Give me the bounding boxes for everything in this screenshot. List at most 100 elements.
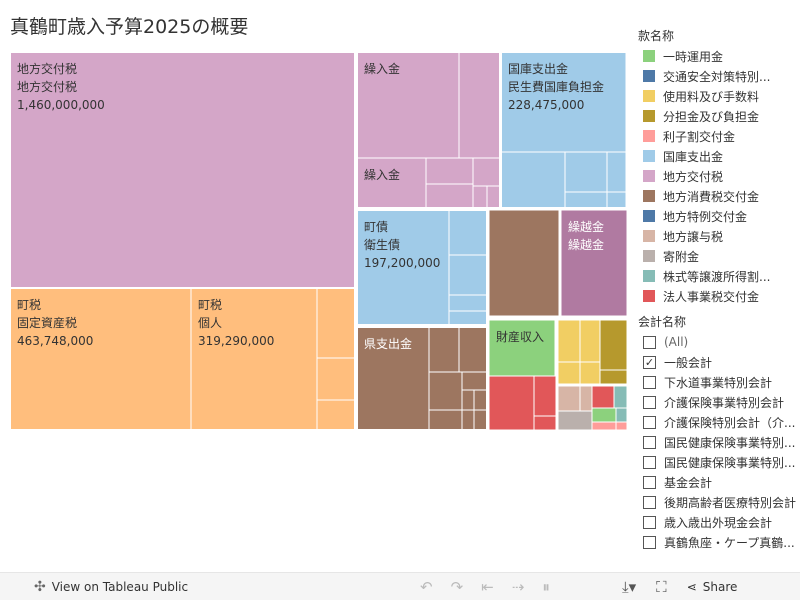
treemap-subcell-34[interactable] [579,361,601,385]
legend-item[interactable]: 一時運用金 [638,46,800,66]
undo-icon[interactable]: ↶ [420,577,433,596]
treemap-subcell-29[interactable] [533,375,557,417]
legend-item[interactable]: 寄附金 [638,246,800,266]
account-filter[interactable]: (All) ✓ 一般会計 下水道事業特別会計 介護保険事業特別会計 介護保険特別会計（介.… [638,332,800,552]
filter-item[interactable]: 基金会計 [638,472,800,492]
treemap-subcell-1[interactable] [316,357,356,401]
treemap-chart[interactable]: 地方交付税地方交付税1,460,000,000町税固定資産税463,748,00… [0,0,630,432]
treemap-subcell-44[interactable] [591,421,617,431]
filter-checkbox[interactable] [643,435,656,449]
treemap-subcell-2[interactable] [316,399,356,431]
legend-item[interactable]: 地方消費税交付金 [638,186,800,206]
legend-item[interactable]: 地方特例交付金 [638,206,800,226]
legend-item[interactable]: 分担金及び負担金 [638,106,800,126]
filter-checkbox[interactable] [643,335,656,349]
treemap-subcell-12[interactable] [564,191,608,209]
treemap-subcell-22[interactable] [428,409,463,431]
treemap-subcell-21[interactable] [428,371,463,411]
treemap-subcell-31[interactable] [557,319,581,363]
treemap-subcell-15[interactable] [448,254,488,296]
filter-item[interactable]: 下水道事業特別会計 [638,372,800,392]
treemap-subcell-37[interactable] [557,385,581,412]
treemap-subcell-41[interactable] [613,385,628,409]
treemap-subcell-28[interactable] [488,375,535,431]
download-icon[interactable]: ⤓▾ [622,577,637,596]
treemap-subcell-17[interactable] [448,310,488,326]
treemap-subcell-5[interactable] [425,183,474,209]
filter-checkbox[interactable] [643,375,656,389]
treemap-subcell-38[interactable] [579,385,593,412]
treemap-subcell-36[interactable] [599,369,628,385]
filter-item[interactable]: 後期高齢者医療特別会計 [638,492,800,512]
share-button[interactable]: ⋖ Share [687,580,738,594]
filter-item[interactable]: 真鶴魚座・ケープ真鶴... [638,532,800,552]
legend-item[interactable]: 地方譲与税 [638,226,800,246]
filter-item[interactable]: ✓ 一般会計 [638,352,800,372]
treemap-subcell-16[interactable] [448,294,488,312]
treemap-cell-7[interactable] [356,326,430,431]
filter-item[interactable]: 国民健康保険事業特別... [638,452,800,472]
treemap-subcell-14[interactable] [448,209,488,256]
treemap-subcell-42[interactable] [591,407,617,423]
fullscreen-icon[interactable]: ⛶ [656,577,667,596]
treemap-cell-3[interactable] [500,51,627,153]
treemap-subcell-24[interactable] [461,389,475,411]
treemap-subcell-10[interactable] [564,151,608,193]
legend-item[interactable]: 株式等譲渡所得割... [638,266,800,286]
treemap-subcell-25[interactable] [473,389,488,411]
treemap-subcell-18[interactable] [488,209,560,317]
filter-checkbox[interactable]: ✓ [643,355,656,369]
treemap-cell-9[interactable] [560,209,628,317]
filter-checkbox[interactable] [643,535,656,549]
redo-icon[interactable]: ↷ [450,577,464,596]
treemap-subcell-11[interactable] [606,151,627,193]
pause-icon[interactable]: ⏸ [542,577,550,596]
legend-item[interactable]: 交通安全対策特別... [638,66,800,86]
treemap-subcell-26[interactable] [461,409,475,431]
filter-checkbox[interactable] [643,495,656,509]
treemap-cell-6[interactable] [356,157,427,209]
treemap-subcell-32[interactable] [579,319,601,363]
filter-checkbox[interactable] [643,455,656,469]
filter-checkbox[interactable] [643,475,656,489]
treemap-subcell-40[interactable] [591,385,615,409]
treemap-subcell-35[interactable] [599,319,628,371]
treemap-subcell-27[interactable] [473,409,488,431]
treemap-subcell-39[interactable] [557,410,593,431]
legend-item[interactable]: 地方交付税 [638,166,800,186]
filter-item[interactable]: 国民健康保険事業特別... [638,432,800,452]
treemap-subcell-8[interactable] [486,185,501,209]
treemap-subcell-19[interactable] [428,326,460,373]
treemap-subcell-0[interactable] [316,287,356,359]
treemap-subcell-20[interactable] [458,326,488,373]
treemap-subcell-43[interactable] [615,407,628,423]
treemap-subcell-30[interactable] [533,415,557,431]
treemap-cell-5[interactable] [356,51,460,159]
color-legend[interactable]: 一時運用金 交通安全対策特別... 使用料及び手数料 分担金及び負担金 利子割交付金 国庫… [638,46,800,306]
filter-checkbox[interactable] [643,515,656,529]
filter-checkbox[interactable] [643,395,656,409]
legend-item[interactable]: 利子割交付金 [638,126,800,146]
filter-checkbox[interactable] [643,415,656,429]
treemap-subcell-33[interactable] [557,361,581,385]
filter-item[interactable]: 介護保険事業特別会計 [638,392,800,412]
treemap-subcell-13[interactable] [606,191,627,209]
filter-item[interactable]: 介護保険特別会計（介... [638,412,800,432]
view-on-tableau-link[interactable]: ✣ View on Tableau Public [34,579,188,595]
filter-item[interactable]: (All) [638,332,800,352]
legend-item[interactable]: 法人事業税交付金 [638,286,800,306]
legend-item[interactable]: 使用料及び手数料 [638,86,800,106]
legend-item[interactable]: 国庫支出金 [638,146,800,166]
group-border-4[interactable] [356,326,488,431]
treemap-subcell-45[interactable] [615,421,628,431]
treemap-subcell-7[interactable] [472,185,488,209]
treemap-subcell-3[interactable] [458,51,501,159]
group-border-2[interactable] [500,51,628,209]
treemap-subcell-9[interactable] [500,151,566,209]
treemap-subcell-6[interactable] [472,157,501,187]
revert-icon[interactable]: ⇤ [481,577,494,596]
treemap-subcell-23[interactable] [461,371,488,391]
treemap-subcell-4[interactable] [425,157,474,185]
filter-item[interactable]: 歳入歳出外現金会計 [638,512,800,532]
group-border-0[interactable] [9,287,356,431]
